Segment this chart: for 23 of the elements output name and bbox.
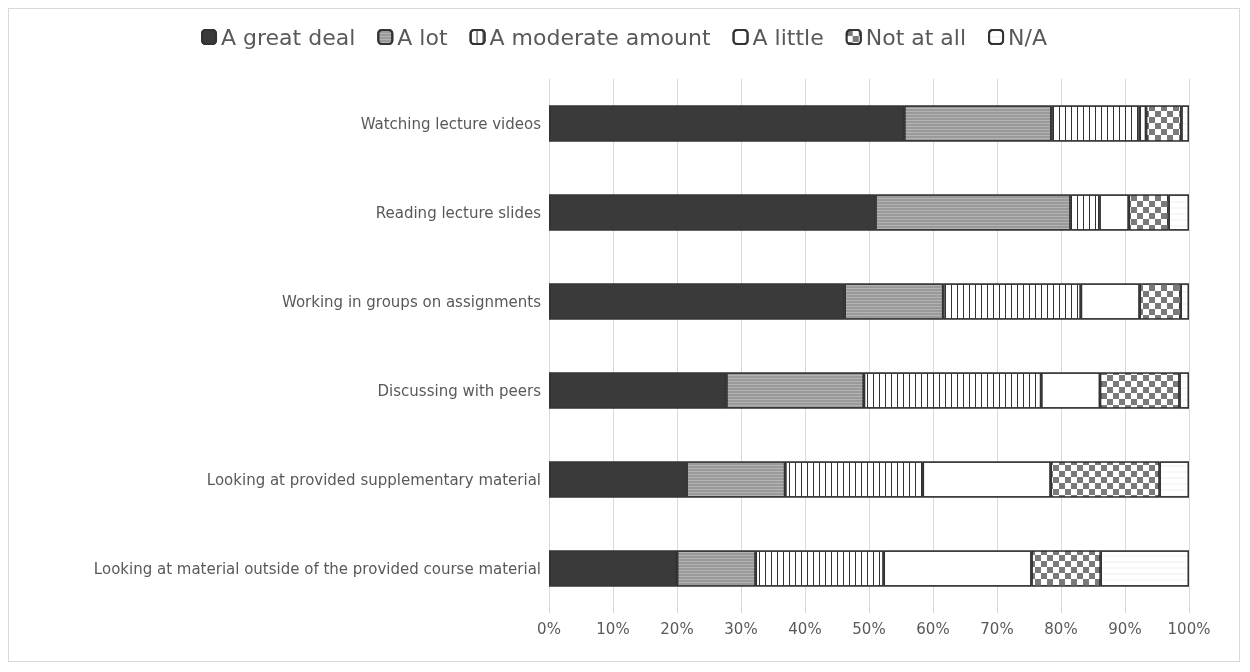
x-tick-label: 100% <box>1167 619 1211 638</box>
x-tick-label: 70% <box>980 619 1014 638</box>
y-tick-label: Working in groups on assignments <box>281 292 542 311</box>
x-tick-label: 90% <box>1108 619 1142 638</box>
x-tick-label: 30% <box>724 619 758 638</box>
y-tick-label: Looking at provided supplementary material <box>206 470 541 489</box>
x-tick-label: 0% <box>537 619 561 638</box>
y-tick-label: Watching lecture videos <box>360 114 542 133</box>
x-tick-label: 50% <box>852 619 886 638</box>
legend-label: Not at all <box>865 24 967 50</box>
x-tick-label: 10% <box>596 619 630 638</box>
x-tick-label: 20% <box>660 619 694 638</box>
legend-label: A little <box>752 24 824 50</box>
legend-label: A lot <box>397 24 448 50</box>
legend-label: A great deal <box>221 24 356 50</box>
x-tick-label: 80% <box>1044 619 1078 638</box>
x-tick-label: 60% <box>916 619 950 638</box>
y-tick-label: Reading lecture slides <box>375 203 542 222</box>
legend-label: A moderate amount <box>489 24 711 50</box>
y-tick-label: Looking at material outside of the provided course material <box>93 559 541 578</box>
legend-label: N/A <box>1008 24 1047 50</box>
y-tick-label: Discussing with peers <box>377 381 542 400</box>
x-tick-label: 40% <box>788 619 822 638</box>
